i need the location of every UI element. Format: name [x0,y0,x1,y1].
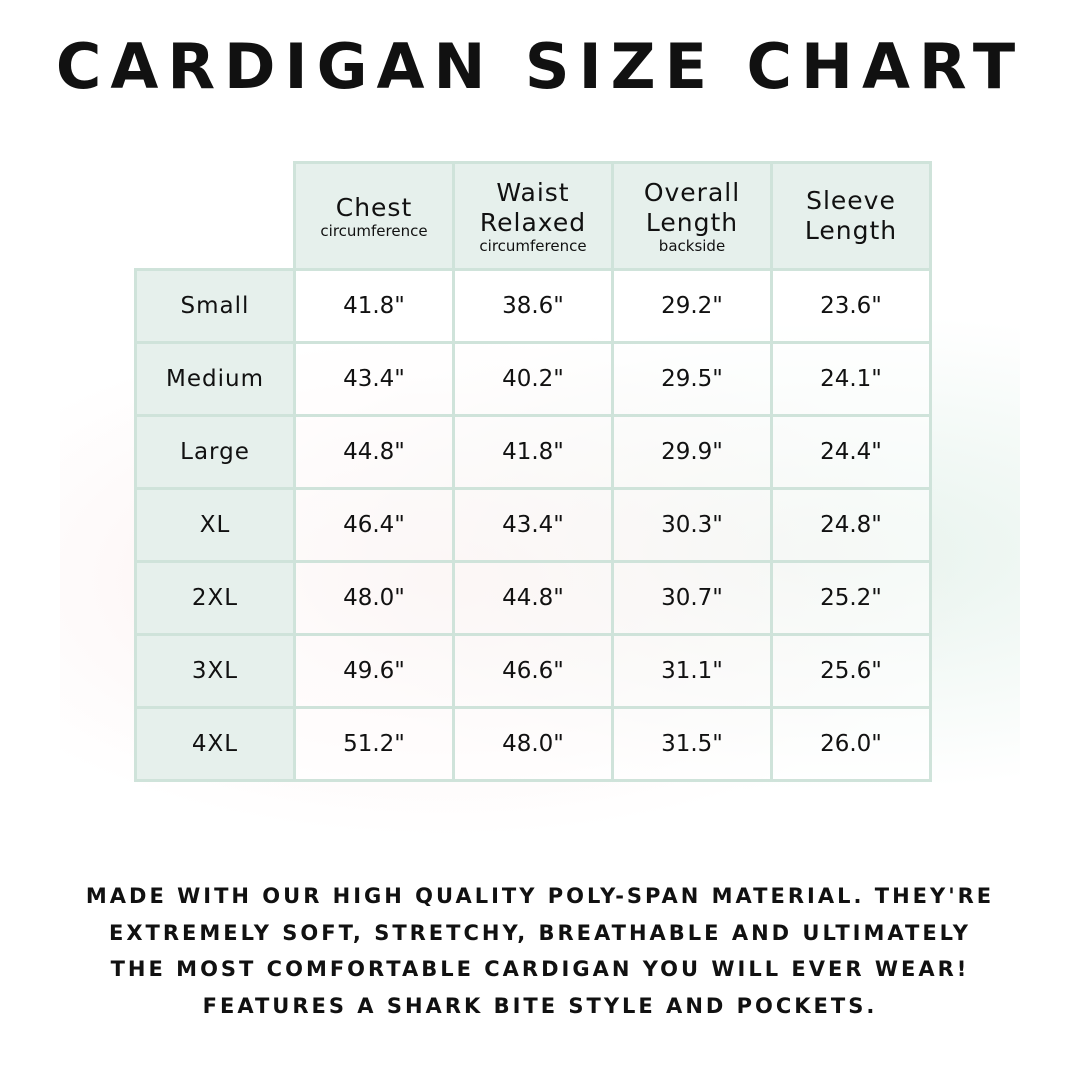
header-chest: Chest circumference [293,161,455,271]
description-line: the most comfortable cardigan you will e… [110,957,970,981]
header-sub: backside [658,237,726,255]
description: Made with our high quality poly-span mat… [0,878,1080,1024]
size-label: 2XL [134,560,296,636]
header-label: Chest [335,193,413,222]
corner-cell [136,163,295,270]
table-row: XL 46.4" 43.4" 30.3" 24.8" [134,487,932,563]
measurement-cell: 41.8" [452,414,614,490]
header-sub: circumference [320,222,428,240]
measurement-cell: 29.9" [611,414,773,490]
measurement-cell: 51.2" [293,706,455,782]
measurement-cell: 41.8" [293,268,455,344]
size-label: Large [134,414,296,490]
size-label: XL [134,487,296,563]
measurement-cell: 24.8" [770,487,932,563]
table-row: Large 44.8" 41.8" 29.9" 24.4" [134,414,932,490]
header-label: Sleeve Length [804,186,898,245]
table-row: Small 41.8" 38.6" 29.2" 23.6" [134,268,932,344]
measurement-cell: 23.6" [770,268,932,344]
description-line: Made with our high quality poly-span mat… [85,884,995,908]
table-row: 3XL 49.6" 46.6" 31.1" 25.6" [134,633,932,709]
measurement-cell: 43.4" [293,341,455,417]
size-table: Chest circumference Waist Relaxed circumfe… [134,161,932,782]
measurement-cell: 26.0" [770,706,932,782]
table-row: 2XL 48.0" 44.8" 30.7" 25.2" [134,560,932,636]
header-length: Overall Length backside [611,161,773,271]
measurement-cell: 24.4" [770,414,932,490]
measurement-cell: 49.6" [293,633,455,709]
page-title: CARDIGAN SIZE CHART [55,30,1025,103]
measurement-cell: 48.0" [293,560,455,636]
measurement-cell: 43.4" [452,487,614,563]
measurement-cell: 25.6" [770,633,932,709]
header-label: Overall Length [643,178,741,237]
table-row: 4XL 51.2" 48.0" 31.5" 26.0" [134,706,932,782]
measurement-cell: 31.5" [611,706,773,782]
measurement-cell: 31.1" [611,633,773,709]
size-label: 3XL [134,633,296,709]
header-row: Chest circumference Waist Relaxed circumfe… [136,161,932,271]
measurement-cell: 44.8" [452,560,614,636]
size-label: Small [134,268,296,344]
header-sleeve: Sleeve Length [770,161,932,271]
measurement-cell: 48.0" [452,706,614,782]
header-label: Waist Relaxed [479,178,587,237]
measurement-cell: 29.2" [611,268,773,344]
description-line: extremely soft, stretchy, breathable and… [109,920,971,945]
measurement-cell: 38.6" [452,268,614,344]
measurement-cell: 30.7" [611,560,773,636]
measurement-cell: 25.2" [770,560,932,636]
measurement-cell: 46.4" [293,487,455,563]
description-line: Features a shark bite style and pockets. [202,993,878,1018]
measurement-cell: 44.8" [293,414,455,490]
measurement-cell: 29.5" [611,341,773,417]
measurement-cell: 24.1" [770,341,932,417]
header-sub: circumference [479,237,587,255]
header-waist: Waist Relaxed circumference [452,161,614,271]
table-row: Medium 43.4" 40.2" 29.5" 24.1" [134,341,932,417]
size-label: Medium [134,341,296,417]
measurement-cell: 40.2" [452,341,614,417]
size-label: 4XL [134,706,296,782]
measurement-cell: 30.3" [611,487,773,563]
measurement-cell: 46.6" [452,633,614,709]
